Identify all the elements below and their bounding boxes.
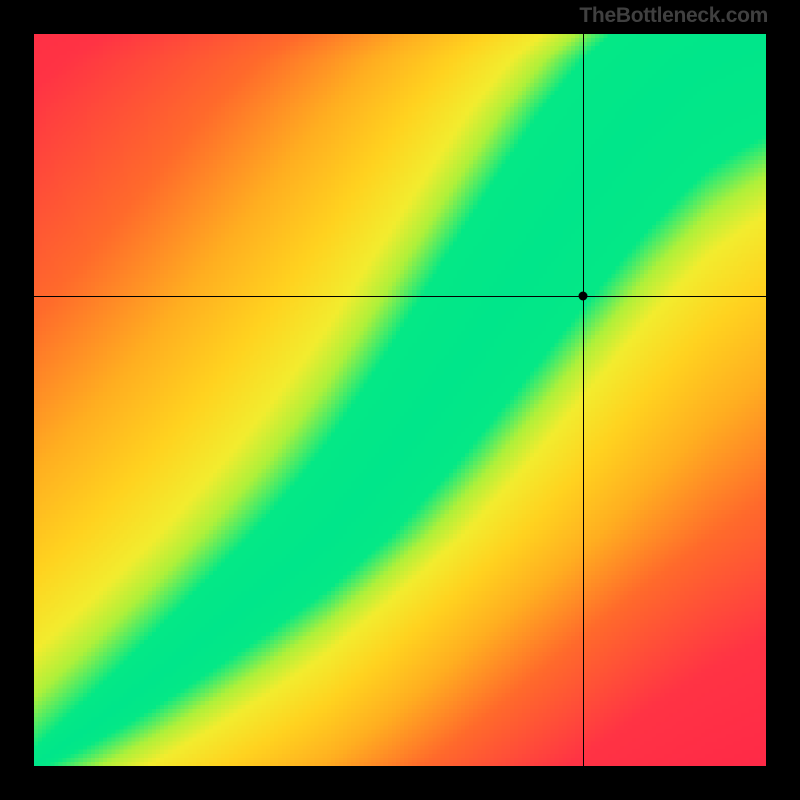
crosshair-horizontal xyxy=(34,296,766,297)
heatmap-plot xyxy=(34,34,766,766)
crosshair-vertical xyxy=(583,34,584,766)
crosshair-marker xyxy=(579,292,588,301)
heatmap-canvas xyxy=(34,34,766,766)
watermark-text: TheBottleneck.com xyxy=(579,4,768,28)
